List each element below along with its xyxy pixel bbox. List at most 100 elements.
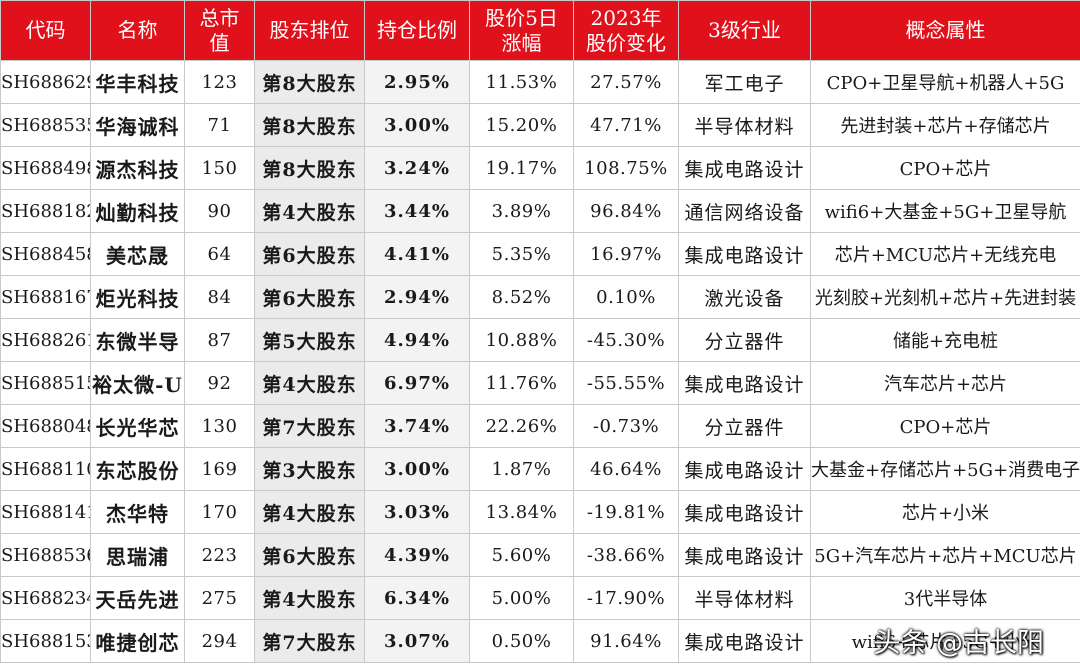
cell-industry: 集成电路设计 bbox=[678, 361, 811, 405]
cell-shareholder-rank: 第8大股东 bbox=[254, 146, 365, 190]
table-row: SH688110 东芯股份 169 第3大股东 3.00% 1.87% 46.64% 集成电路… bbox=[0, 447, 1080, 491]
cell-market-cap: 223 bbox=[184, 533, 255, 577]
cell-name: 华丰科技 bbox=[90, 60, 185, 104]
table-row: SH688153 唯捷创芯 294 第7大股东 3.07% 0.50% 91.64% 集成电路… bbox=[0, 619, 1080, 663]
cell-name: 炬光科技 bbox=[90, 275, 185, 319]
cell-name: 灿勤科技 bbox=[90, 189, 185, 233]
cell-shareholder-rank: 第5大股东 bbox=[254, 318, 365, 362]
cell-2023-change: 0.10% bbox=[573, 275, 679, 319]
cell-name: 思瑞浦 bbox=[90, 533, 185, 577]
table-body: SH688629 华丰科技 123 第8大股东 2.95% 11.53% 27.57% 军工电… bbox=[0, 60, 1080, 663]
cell-2023-change: -17.90% bbox=[573, 576, 679, 620]
cell-code: SH688458 bbox=[0, 232, 91, 276]
cell-shareholder-rank: 第8大股东 bbox=[254, 103, 365, 147]
cell-name: 长光华芯 bbox=[90, 404, 185, 448]
cell-market-cap: 123 bbox=[184, 60, 255, 104]
cell-shareholder-rank: 第4大股东 bbox=[254, 576, 365, 620]
cell-market-cap: 84 bbox=[184, 275, 255, 319]
cell-5day-change: 22.26% bbox=[469, 404, 574, 448]
cell-5day-change: 5.35% bbox=[469, 232, 574, 276]
cell-code: SH688261 bbox=[0, 318, 91, 362]
cell-5day-change: 10.88% bbox=[469, 318, 574, 362]
cell-code: SH688535 bbox=[0, 103, 91, 147]
cell-concept: 储能+充电桩 bbox=[810, 318, 1080, 362]
cell-market-cap: 92 bbox=[184, 361, 255, 405]
cell-holding-ratio: 2.95% bbox=[364, 60, 470, 104]
cell-2023-change: 16.97% bbox=[573, 232, 679, 276]
cell-industry: 半导体材料 bbox=[678, 103, 811, 147]
cell-market-cap: 150 bbox=[184, 146, 255, 190]
cell-code: SH688234 bbox=[0, 576, 91, 620]
header-row: 代码 名称 总市值 股东排位 持仓比例 股价5日 涨幅 2023年 股价变化 3级行… bbox=[0, 0, 1080, 61]
cell-shareholder-rank: 第4大股东 bbox=[254, 361, 365, 405]
cell-concept: CPO+芯片 bbox=[810, 404, 1080, 448]
cell-market-cap: 169 bbox=[184, 447, 255, 491]
cell-5day-change: 11.53% bbox=[469, 60, 574, 104]
cell-name: 源杰科技 bbox=[90, 146, 185, 190]
cell-code: SH688110 bbox=[0, 447, 91, 491]
cell-holding-ratio: 3.24% bbox=[364, 146, 470, 190]
cell-holding-ratio: 3.44% bbox=[364, 189, 470, 233]
cell-5day-change: 0.50% bbox=[469, 619, 574, 663]
cell-code: SH688141 bbox=[0, 490, 91, 534]
cell-holding-ratio: 3.00% bbox=[364, 103, 470, 147]
header-code: 代码 bbox=[0, 0, 91, 61]
cell-market-cap: 71 bbox=[184, 103, 255, 147]
cell-market-cap: 130 bbox=[184, 404, 255, 448]
cell-5day-change: 5.00% bbox=[469, 576, 574, 620]
cell-shareholder-rank: 第6大股东 bbox=[254, 275, 365, 319]
cell-2023-change: 96.84% bbox=[573, 189, 679, 233]
table-row: SH688515 裕太微-U 92 第4大股东 6.97% 11.76% -55.55% 集成… bbox=[0, 361, 1080, 405]
cell-industry: 集成电路设计 bbox=[678, 146, 811, 190]
cell-industry: 集成电路设计 bbox=[678, 533, 811, 577]
cell-industry: 军工电子 bbox=[678, 60, 811, 104]
cell-code: SH688182 bbox=[0, 189, 91, 233]
cell-shareholder-rank: 第6大股东 bbox=[254, 232, 365, 276]
cell-concept: CPO+卫星导航+机器人+5G bbox=[810, 60, 1080, 104]
cell-concept: 汽车芯片+芯片 bbox=[810, 361, 1080, 405]
cell-holding-ratio: 4.94% bbox=[364, 318, 470, 362]
cell-code: SH688629 bbox=[0, 60, 91, 104]
cell-shareholder-rank: 第8大股东 bbox=[254, 60, 365, 104]
cell-concept: wifi6+大基金+5G+卫星导航 bbox=[810, 189, 1080, 233]
cell-holding-ratio: 3.74% bbox=[364, 404, 470, 448]
cell-holding-ratio: 4.41% bbox=[364, 232, 470, 276]
cell-concept: 光刻胶+光刻机+芯片+先进封装 bbox=[810, 275, 1080, 319]
cell-concept: 芯片+小米 bbox=[810, 490, 1080, 534]
cell-industry: 半导体材料 bbox=[678, 576, 811, 620]
header-2023-change: 2023年 股价变化 bbox=[573, 0, 679, 61]
table-row: SH688536 思瑞浦 223 第6大股东 4.39% 5.60% -38.66% 集成电路… bbox=[0, 533, 1080, 577]
cell-industry: 通信网络设备 bbox=[678, 189, 811, 233]
cell-2023-change: 108.75% bbox=[573, 146, 679, 190]
cell-5day-change: 8.52% bbox=[469, 275, 574, 319]
cell-name: 东芯股份 bbox=[90, 447, 185, 491]
cell-code: SH688167 bbox=[0, 275, 91, 319]
cell-holding-ratio: 3.03% bbox=[364, 490, 470, 534]
cell-name: 唯捷创芯 bbox=[90, 619, 185, 663]
cell-code: SH688498 bbox=[0, 146, 91, 190]
cell-market-cap: 170 bbox=[184, 490, 255, 534]
cell-industry: 集成电路设计 bbox=[678, 490, 811, 534]
cell-concept: 先进封装+芯片+存储芯片 bbox=[810, 103, 1080, 147]
cell-concept: CPO+芯片 bbox=[810, 146, 1080, 190]
table-row: SH688535 华海诚科 71 第8大股东 3.00% 15.20% 47.71% 半导体材… bbox=[0, 103, 1080, 147]
cell-industry: 集成电路设计 bbox=[678, 619, 811, 663]
cell-code: SH688515 bbox=[0, 361, 91, 405]
cell-industry: 集成电路设计 bbox=[678, 447, 811, 491]
cell-shareholder-rank: 第4大股东 bbox=[254, 490, 365, 534]
cell-holding-ratio: 6.34% bbox=[364, 576, 470, 620]
cell-5day-change: 15.20% bbox=[469, 103, 574, 147]
cell-name: 裕太微-U bbox=[90, 361, 185, 405]
cell-2023-change: -0.73% bbox=[573, 404, 679, 448]
cell-2023-change: -55.55% bbox=[573, 361, 679, 405]
cell-5day-change: 19.17% bbox=[469, 146, 574, 190]
table-row: SH688141 杰华特 170 第4大股东 3.03% 13.84% -19.81% 集成电… bbox=[0, 490, 1080, 534]
header-name: 名称 bbox=[90, 0, 185, 61]
cell-code: SH688153 bbox=[0, 619, 91, 663]
cell-2023-change: 47.71% bbox=[573, 103, 679, 147]
header-holding-ratio: 持仓比例 bbox=[364, 0, 470, 61]
cell-market-cap: 275 bbox=[184, 576, 255, 620]
cell-holding-ratio: 3.00% bbox=[364, 447, 470, 491]
table-row: SH688261 东微半导 87 第5大股东 4.94% 10.88% -45.30% 分立器… bbox=[0, 318, 1080, 362]
